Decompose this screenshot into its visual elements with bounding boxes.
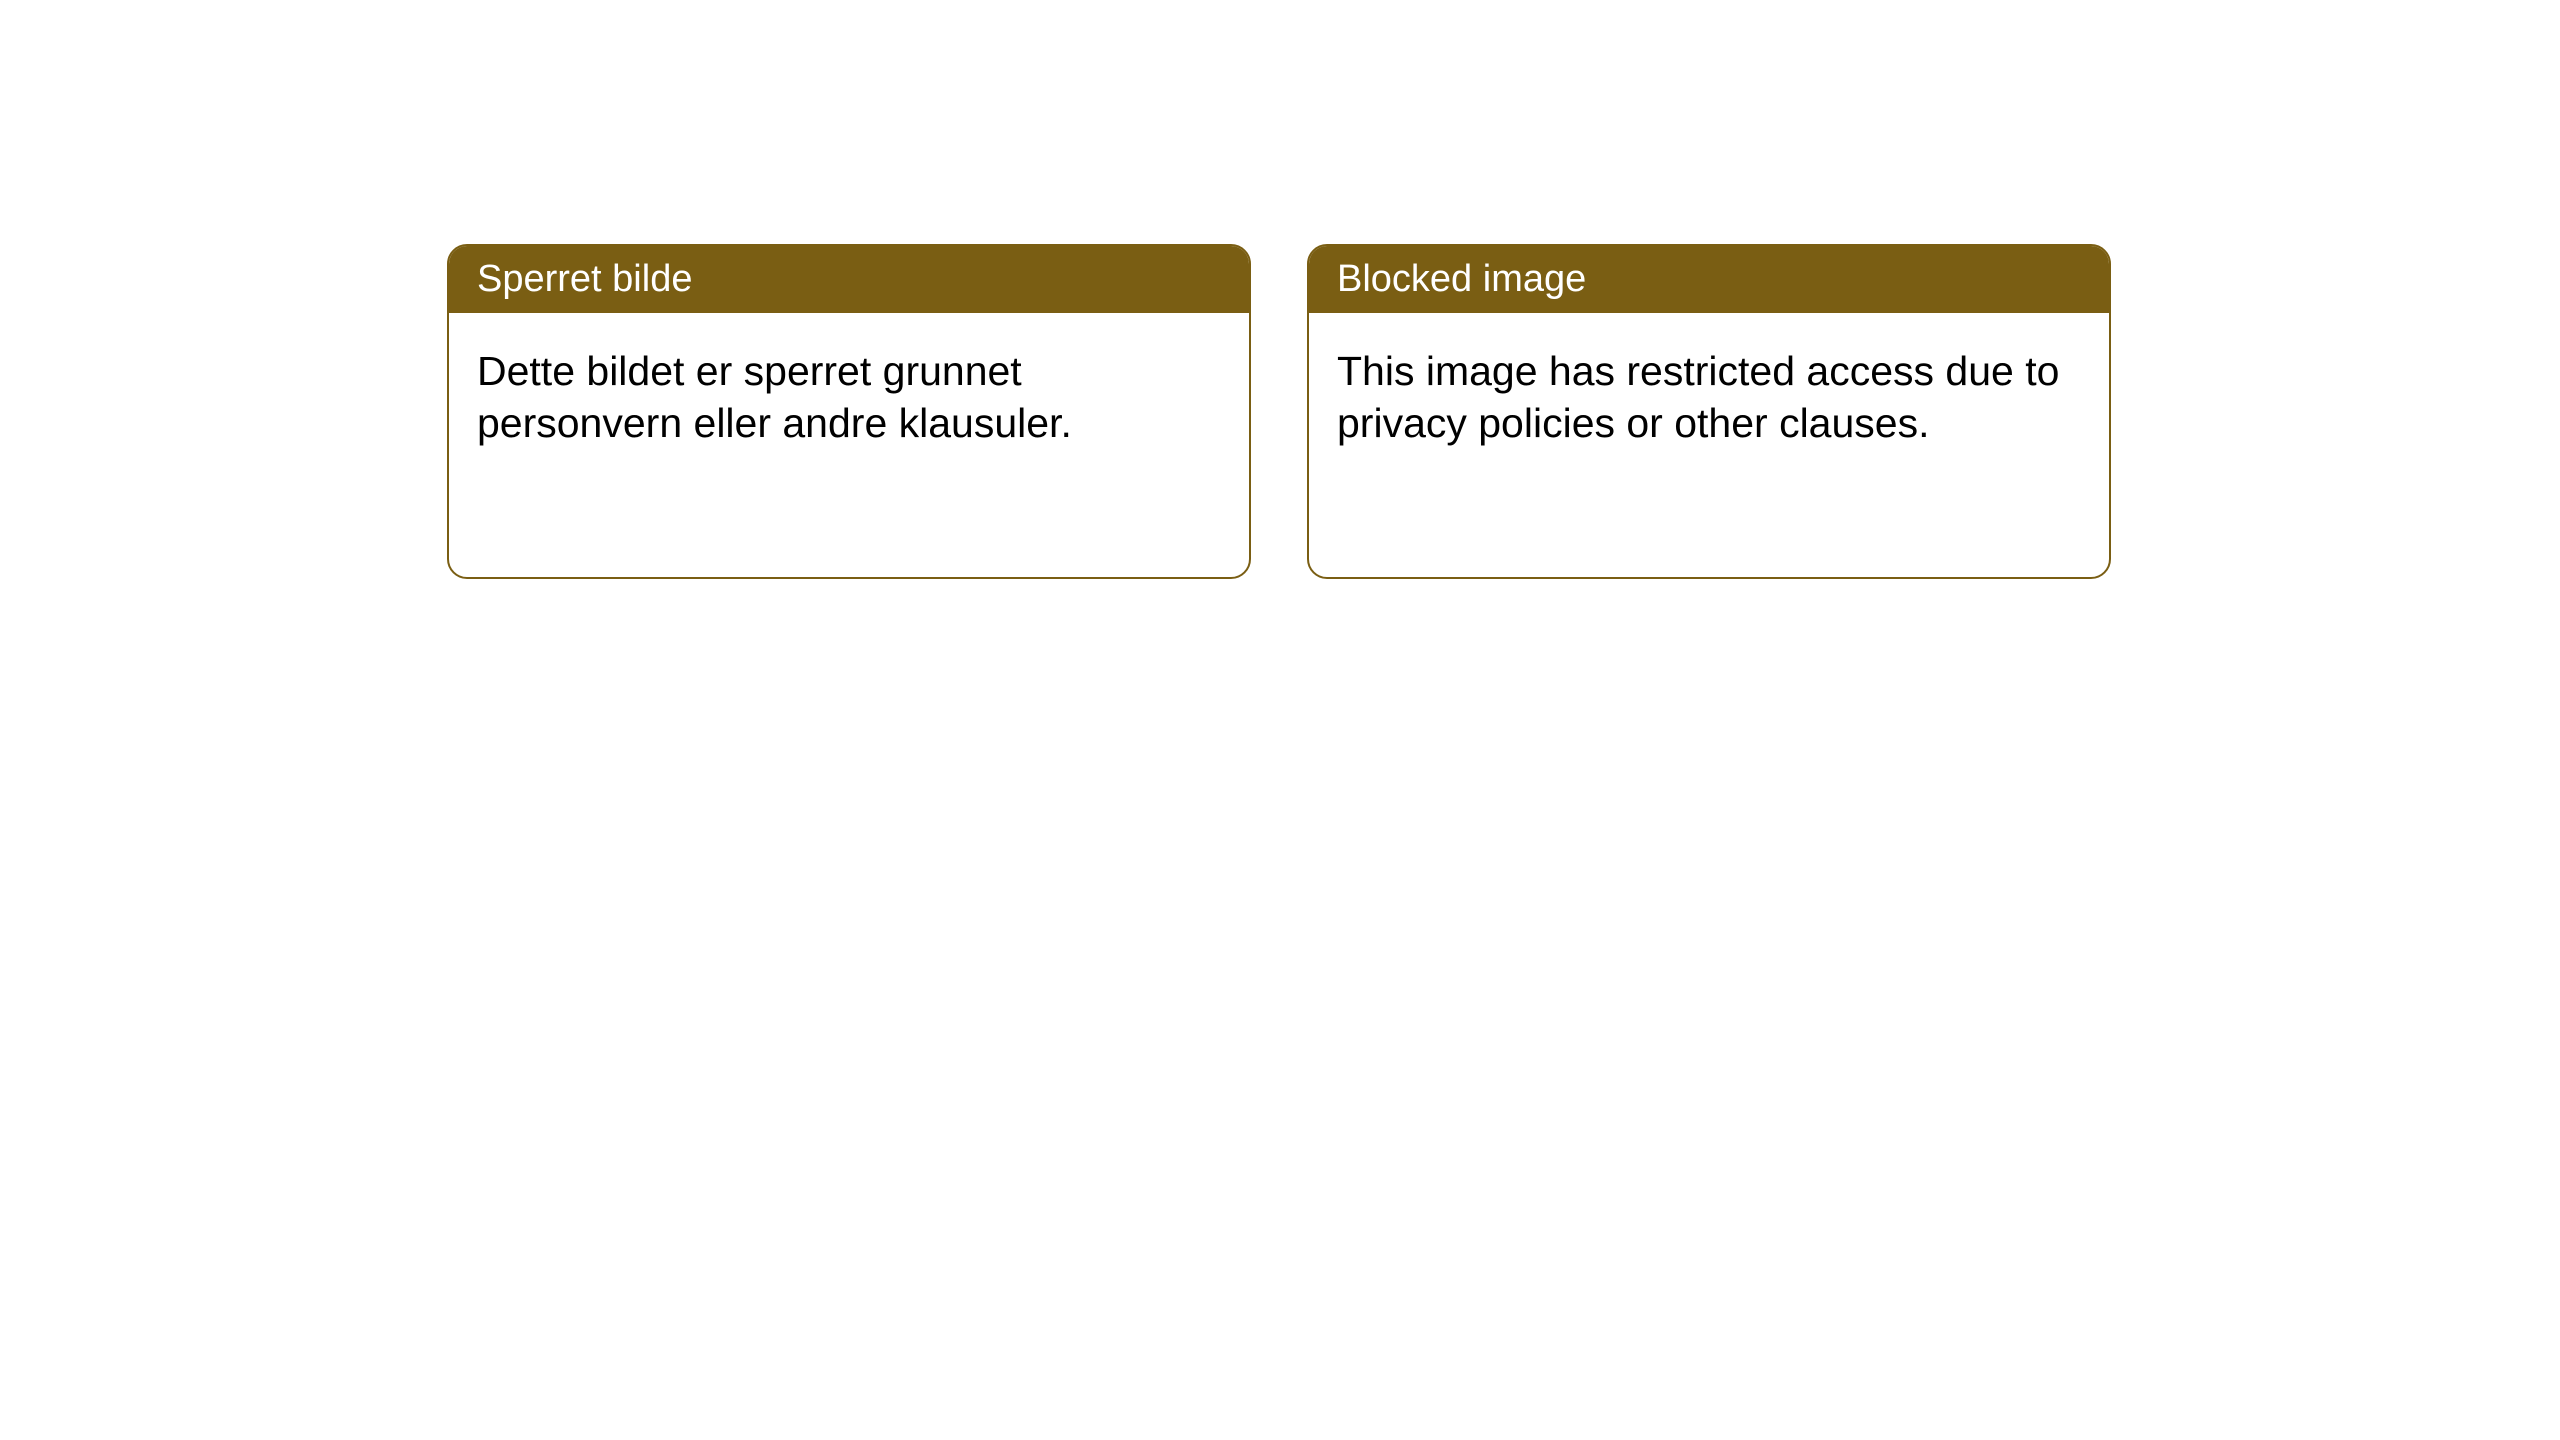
notice-card-norwegian: Sperret bilde Dette bildet er sperret gr…: [447, 244, 1251, 579]
notice-container: Sperret bilde Dette bildet er sperret gr…: [0, 0, 2560, 579]
notice-card-body: Dette bildet er sperret grunnet personve…: [449, 313, 1249, 482]
notice-card-title: Sperret bilde: [449, 246, 1249, 313]
notice-card-body: This image has restricted access due to …: [1309, 313, 2109, 482]
notice-card-title: Blocked image: [1309, 246, 2109, 313]
notice-card-english: Blocked image This image has restricted …: [1307, 244, 2111, 579]
